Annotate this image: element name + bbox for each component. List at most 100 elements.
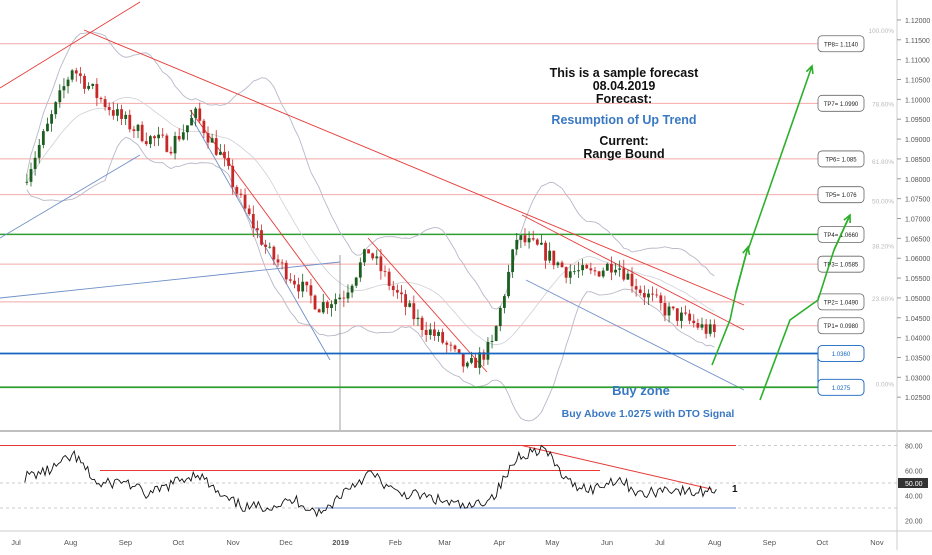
candle-body (663, 302, 667, 316)
price-tick-label: 1.05000 (905, 296, 930, 303)
candle-body (181, 132, 185, 140)
candle-body (99, 97, 103, 100)
candle-body (515, 239, 519, 250)
candle-body (309, 285, 313, 296)
candle-body (264, 244, 268, 247)
fib-level-label: 50.00% (872, 199, 894, 206)
candle-body (465, 362, 469, 367)
candle-body (346, 292, 350, 299)
candle-body (317, 309, 321, 313)
candle-body (638, 289, 642, 294)
candle-body (173, 136, 177, 154)
candle-body (235, 186, 239, 194)
candle-body (494, 326, 498, 341)
fib-level-label: 78.60% (872, 101, 894, 108)
candle-body (186, 125, 189, 133)
fib-level-label: 38.20% (872, 243, 894, 250)
candle-body (46, 123, 49, 132)
candle-body (502, 296, 506, 308)
candle-body (54, 102, 58, 115)
candle-body (223, 151, 226, 158)
price-tick-label: 1.09000 (905, 137, 930, 144)
candle-body (684, 312, 687, 314)
candle-body (202, 120, 206, 134)
candle-body (251, 214, 255, 229)
candle-body (375, 256, 379, 259)
price-tick-label: 1.11000 (905, 58, 930, 65)
candle-body (74, 70, 78, 74)
candle-body (313, 295, 317, 310)
candle-body (350, 285, 354, 293)
candle-body (284, 262, 288, 280)
time-tick-label: Aug (708, 538, 721, 547)
price-tick-label: 1.03000 (905, 375, 930, 382)
candle-body (395, 290, 399, 293)
candle-body (342, 297, 346, 299)
candle-body (651, 293, 654, 295)
candle-body (519, 235, 523, 240)
trendline (189, 114, 331, 361)
candle-body (153, 136, 156, 139)
candle-body (198, 108, 202, 121)
time-tick-label: Sep (763, 538, 776, 547)
candle-body (371, 253, 375, 259)
candle-body (288, 279, 292, 281)
candle-body (461, 353, 465, 367)
candle-body (33, 157, 37, 170)
candle-body (696, 323, 700, 328)
target-label-box (817, 150, 865, 168)
candle-body (301, 281, 305, 292)
candle-body (50, 114, 53, 124)
forecast-arrow-line (735, 246, 749, 293)
candle-body (605, 263, 609, 271)
candle-body (383, 271, 387, 272)
trendline (0, 1, 141, 89)
candle-body (297, 284, 300, 292)
candle-body (260, 230, 263, 245)
candle-body (527, 238, 531, 243)
candle-body (144, 141, 148, 145)
trendline (367, 237, 488, 373)
candle-body (424, 329, 428, 335)
candle-body (474, 357, 477, 368)
candle-body (408, 303, 412, 307)
candle-body (41, 131, 45, 145)
candle-body (618, 268, 622, 270)
candle-body (87, 85, 91, 89)
candle-body (218, 151, 222, 155)
candle-body (305, 281, 309, 286)
price-tick-label: 1.05500 (905, 276, 930, 283)
candle-body (280, 262, 284, 264)
candle-body (610, 263, 613, 273)
candle-body (523, 235, 527, 243)
candle-body (83, 75, 86, 89)
candle-body (428, 329, 432, 335)
candle-body (585, 265, 589, 269)
rsi-marker: 1 (732, 484, 738, 495)
forecast-arrow-head (742, 245, 751, 256)
time-tick-label: Nov (226, 538, 240, 547)
price-tick-label: 1.06500 (905, 236, 930, 243)
candle-body (29, 169, 33, 182)
candle-body (103, 99, 107, 107)
candle-body (358, 262, 362, 278)
candle-body (62, 86, 66, 91)
buy-zone-label: Buy zone (612, 383, 670, 398)
candle-body (626, 273, 630, 280)
time-tick-label: Jul (655, 538, 665, 547)
price-tick-label: 1.12000 (905, 18, 930, 25)
candle-body (688, 313, 692, 321)
candle-body (239, 193, 243, 195)
candle-body (445, 342, 449, 345)
candle-body (659, 295, 663, 303)
candle-body (120, 109, 123, 119)
target-label-box (817, 255, 865, 273)
candle-body (363, 249, 366, 263)
time-tick-label: Aug (64, 538, 77, 547)
price-tick-label: 1.04500 (905, 316, 930, 323)
candle-body (577, 270, 580, 272)
rsi-tick-label: 40.00 (905, 494, 923, 501)
price-tick-label: 1.11500 (905, 38, 930, 45)
